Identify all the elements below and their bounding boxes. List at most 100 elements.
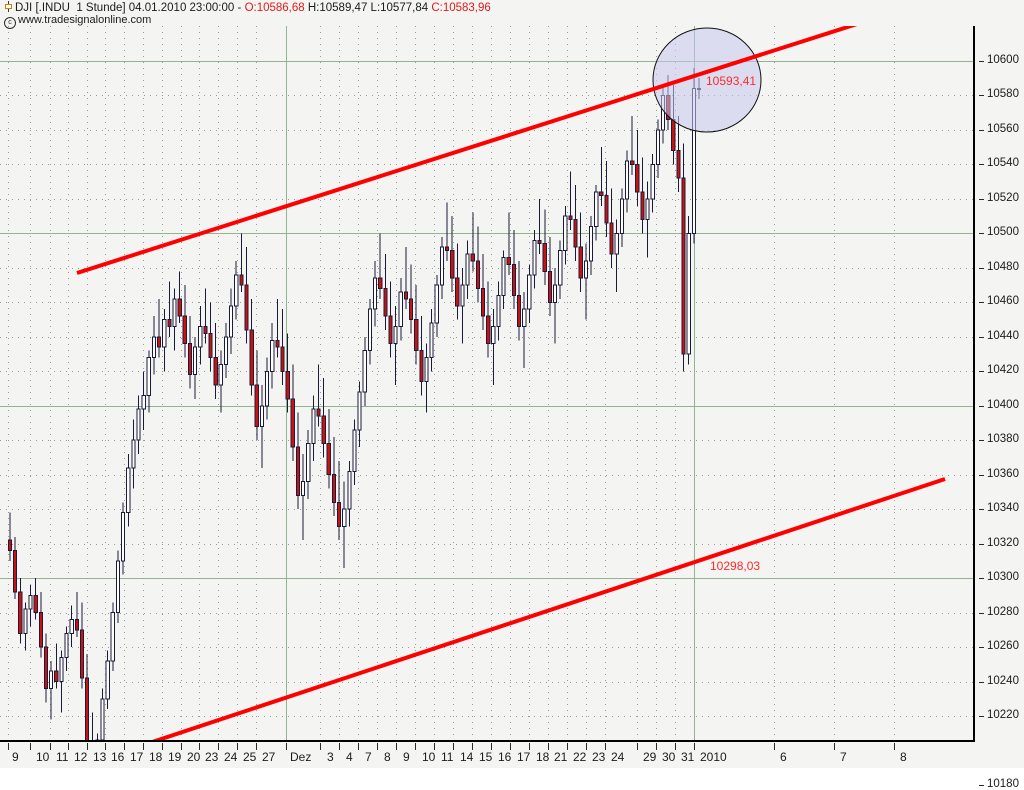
lower-channel-line-label: 10298,03 [710, 559, 760, 573]
candlestick-bar [347, 460, 352, 527]
time-axis-tick [199, 743, 200, 750]
time-axis-tick [637, 743, 638, 750]
candlestick-bar [69, 605, 74, 648]
time-axis-label: 21 [554, 750, 568, 764]
time-axis-label: 20 [187, 750, 201, 764]
highlight-ellipse[interactable] [652, 27, 762, 133]
candlestick-bar [414, 285, 419, 365]
time-axis-label: 17 [130, 750, 144, 764]
price-axis-tick [979, 613, 984, 614]
price-axis-tick [979, 337, 984, 338]
candlestick-bar [552, 267, 558, 344]
candlestick-bar [295, 412, 301, 510]
candlestick-bar [455, 243, 460, 320]
candlestick-bar [49, 660, 54, 720]
time-axis-label: 19 [168, 750, 182, 764]
price-axis-label: 10420 [987, 364, 1019, 376]
time-axis-tick [434, 743, 435, 750]
time-axis-label: 14 [460, 750, 474, 764]
time-axis-tick [256, 743, 257, 750]
open-label: O: [244, 2, 257, 14]
time-axis-tick [396, 743, 397, 750]
candlestick-bar [434, 274, 439, 337]
instrument-symbol: DJI [.INDU [15, 2, 70, 14]
candlestick-bar [126, 454, 131, 527]
candlestick-bar [624, 150, 630, 213]
time-axis-tick [320, 743, 321, 750]
candlestick-bar [85, 653, 90, 740]
candlestick-bar [33, 578, 38, 620]
candlestick-bar [619, 188, 624, 248]
price-axis-label: 10480 [987, 261, 1019, 273]
watermark-line: c www.tradesignalonline.com [4, 14, 152, 29]
candlestick-bar [511, 229, 516, 310]
candlestick-icon [4, 1, 13, 12]
time-axis-label: 16 [111, 750, 125, 764]
candlestick-bar [583, 243, 588, 320]
price-axis-label: 10340 [987, 502, 1019, 514]
candlestick-bar [568, 171, 573, 230]
open-value: 10586,68 [256, 2, 305, 14]
chart-plot-area[interactable]: 10593,41 10298,03 [0, 26, 974, 740]
candlestick-bar [681, 143, 686, 372]
price-axis-label: 10500 [987, 226, 1019, 238]
time-axis-tick [286, 743, 287, 750]
price-axis-tick [979, 95, 984, 96]
price-axis-tick [979, 509, 984, 510]
time-axis-tick [162, 743, 163, 750]
candlestick-bar [141, 371, 146, 430]
candlestick-bar [270, 323, 275, 389]
price-axis-tick [979, 475, 984, 476]
candlestick-bar [444, 202, 450, 261]
candlestick-bar [265, 357, 270, 420]
candlestick-bar [43, 633, 49, 703]
upper-channel-line-label: 10593,41 [706, 74, 756, 88]
candlestick-bar [686, 216, 691, 365]
lower-channel-line[interactable] [83, 477, 946, 740]
candlestick-bar [229, 288, 234, 355]
time-axis-tick [124, 743, 125, 750]
candlestick-bar [167, 281, 172, 337]
time-axis-tick [491, 743, 492, 750]
candlestick-bar [162, 309, 167, 372]
watermark-text: www.tradesignalonline.com [18, 14, 152, 26]
time-axis-tick [656, 743, 657, 750]
candlestick-bar [408, 264, 414, 334]
time-axis-label: 22 [573, 750, 587, 764]
candlestick-bar [450, 216, 455, 292]
time-axis-label: 8 [384, 750, 391, 764]
time-axis-tick [105, 743, 106, 750]
candlestick-bar [388, 281, 393, 358]
candlestick-bar [38, 591, 43, 658]
candlestick-bar [218, 350, 223, 413]
price-axis-tick [979, 647, 984, 648]
time-axis-tick [339, 743, 340, 750]
time-axis-label: 18 [536, 750, 550, 764]
time-axis-tick [415, 743, 416, 750]
candlestick-bar [383, 254, 388, 330]
price-axis-label: 10600 [987, 54, 1019, 66]
low-label: L: [370, 2, 381, 14]
time-axis-tick [529, 743, 530, 750]
candlestick-bar [599, 147, 604, 206]
price-axis-tick [979, 682, 984, 683]
candlestick-bar [105, 650, 110, 710]
copyright-icon: c [4, 17, 16, 29]
upper-channel-line[interactable] [76, 26, 858, 275]
candlestick-bar [157, 298, 162, 358]
price-axis-label: 10560 [987, 123, 1019, 135]
candlestick-bar [331, 436, 337, 517]
bar-datetime: 04.01.2010 23:00:00 [128, 2, 235, 14]
candlestick-bar [635, 129, 640, 206]
time-axis[interactable]: 9 10 11 12 13 16 17 18 19 20 23 24 25 27 Dez 3 4 7 8 9 10 11 1… [0, 740, 1024, 768]
candlestick-bar [403, 247, 409, 310]
candlestick-bar [213, 323, 218, 399]
price-axis[interactable]: XXP 106001058010560105401052010500104801… [975, 0, 1024, 790]
gridlines [0, 26, 974, 740]
candlestick-bar [336, 460, 342, 541]
candlestick-bar [547, 236, 552, 317]
candlestick-bar [193, 336, 198, 399]
price-axis-label: 10580 [987, 88, 1019, 100]
time-axis-label: 23 [592, 750, 606, 764]
